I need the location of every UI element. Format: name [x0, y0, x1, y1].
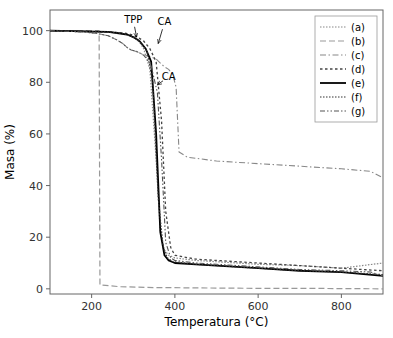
annotation-arrow	[135, 27, 137, 37]
x-tick-label: 400	[164, 300, 185, 313]
plot-frame	[50, 10, 383, 294]
y-axis-label: Masa (%)	[3, 124, 17, 180]
y-tick	[46, 133, 50, 134]
legend-swatch	[320, 110, 346, 111]
y-tick-label: 80	[29, 76, 43, 89]
legend-swatch	[320, 26, 346, 27]
legend-label: (g)	[351, 106, 365, 117]
annotation-arrow	[157, 81, 163, 85]
legend-swatch	[320, 40, 346, 41]
legend-label: (a)	[351, 22, 365, 33]
legend-swatch	[320, 96, 346, 97]
chart: 200 400 600 800 0 20 40 60 80 100 Temperatura (°C)…	[0, 0, 393, 338]
y-tick-label: 100	[22, 25, 43, 38]
y-tick	[46, 237, 50, 238]
legend-box	[315, 16, 377, 122]
annotation: CA	[158, 16, 172, 27]
y-tick-label: 20	[29, 231, 43, 244]
annotation: CA	[162, 71, 176, 82]
x-tick-label: 800	[331, 300, 352, 313]
legend-label: (e)	[351, 78, 365, 89]
legend-label: (f)	[351, 92, 362, 103]
legend-swatch	[320, 68, 346, 69]
legend-swatch	[320, 82, 346, 84]
annotation: TPP	[123, 14, 142, 25]
legend: (a) (b) (c) (d) (e) (f) (g)	[315, 16, 377, 122]
y-tick	[46, 30, 50, 31]
x-tick-label: 200	[81, 300, 102, 313]
y-tick-label: 40	[29, 180, 43, 193]
y-tick-label: 0	[36, 283, 43, 296]
y-tick	[46, 185, 50, 186]
x-tick-label: 600	[248, 300, 269, 313]
legend-swatch	[320, 54, 346, 55]
x-tick	[258, 294, 259, 298]
legend-label: (c)	[351, 50, 364, 61]
legend-label: (d)	[351, 64, 365, 75]
annotation-arrow	[158, 29, 162, 43]
x-tick	[174, 294, 175, 298]
y-tick	[46, 82, 50, 83]
y-tick	[46, 288, 50, 289]
y-tick-label: 60	[29, 128, 43, 141]
x-tick	[341, 294, 342, 298]
x-tick	[91, 294, 92, 298]
x-axis-label: Temperatura (°C)	[164, 315, 269, 329]
legend-label: (b)	[351, 36, 365, 47]
